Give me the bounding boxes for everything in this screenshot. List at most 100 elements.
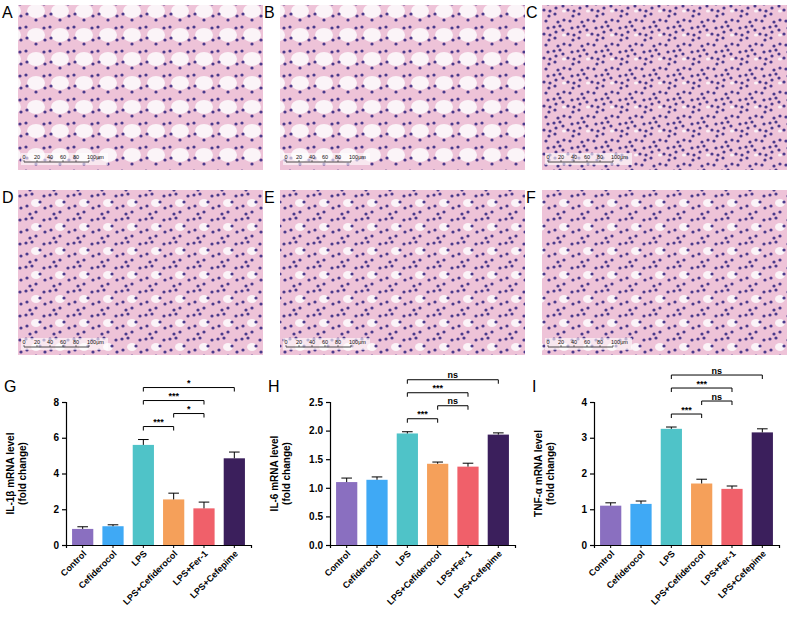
- y-tick-label: 2.5: [309, 397, 323, 408]
- scale-bar-label: 80: [73, 154, 79, 160]
- error-bar: [108, 525, 119, 526]
- x-axis-line: [67, 546, 252, 549]
- x-tick-mark: [113, 545, 114, 548]
- x-tick: LPS: [394, 545, 413, 568]
- scale-bar-ground: [283, 153, 370, 165]
- significance-label: ***: [168, 391, 179, 401]
- x-axis-line: [331, 546, 516, 549]
- y-tick-mark: [326, 488, 330, 489]
- x-tick: LPS+Cefiderocol: [385, 545, 443, 607]
- y-tick: 1: [581, 504, 594, 515]
- scale-bar-label: 40: [309, 339, 315, 345]
- significance-label: *: [187, 378, 191, 388]
- y-tick-label: 6: [53, 432, 59, 443]
- error-bar: [432, 462, 443, 464]
- y-tick-mark: [590, 473, 594, 474]
- scale-bar-label: 40: [47, 154, 53, 160]
- error-bar: [402, 432, 413, 434]
- significance-label: *: [187, 404, 191, 414]
- x-tick-mark: [234, 545, 235, 548]
- scale-bar-tick: [63, 345, 64, 347]
- scale-bar-tick: [574, 345, 575, 347]
- x-axis: ControlCefiderocolLPSLPS+CefiderocolLPS+…: [587, 545, 780, 607]
- y-tick-mark: [590, 438, 594, 439]
- y-tick-mark: [62, 402, 66, 403]
- y-tick: 0: [581, 540, 594, 551]
- bar: [488, 435, 509, 545]
- panel-letter: H: [268, 378, 280, 395]
- y-tick-label: 0: [581, 540, 587, 551]
- significance-label: ***: [681, 405, 692, 415]
- scale-bar-tick: [312, 160, 313, 162]
- y-tick-label: 2.0: [309, 425, 323, 436]
- scale-bar-tick: [587, 160, 588, 162]
- scale-bar-tick: [299, 345, 300, 347]
- image-panel: E020406080100μm: [264, 189, 525, 355]
- bar: [163, 499, 184, 545]
- chart: H0.00.51.01.52.02.5ControlCefiderocolLPS…: [268, 370, 516, 607]
- y-tick: 1.0: [309, 483, 330, 494]
- y-tick-label: 4: [53, 468, 59, 479]
- panel-letter: A: [2, 4, 13, 21]
- significance-bracket: [143, 401, 204, 405]
- error-bar: [757, 429, 768, 433]
- y-axis-title-line: (fold change): [17, 442, 28, 505]
- x-tick-mark: [437, 545, 438, 548]
- scale-bar-tick: [574, 160, 575, 162]
- y-axis: 0.00.51.01.52.02.5: [309, 397, 330, 551]
- bar: [336, 482, 357, 545]
- scale-bar-tick: [50, 345, 51, 347]
- x-tick-label: LPS: [130, 549, 149, 568]
- bar: [457, 467, 478, 545]
- x-tick-label: Control: [587, 549, 617, 579]
- x-tick-mark: [143, 545, 144, 548]
- scale-bar-tick: [63, 160, 64, 162]
- plot-marks: [72, 440, 245, 545]
- y-tick-label: 0.0: [309, 540, 323, 551]
- scale-bar-tick: [338, 160, 339, 162]
- x-tick: LPS: [658, 545, 677, 568]
- image-panel: F020406080100μm: [526, 189, 787, 355]
- x-tick-mark: [641, 545, 642, 548]
- y-tick-mark: [62, 509, 66, 510]
- scale-bar: [24, 162, 89, 163]
- scale-bar-tick: [76, 160, 77, 162]
- scale-bar-tick: [351, 160, 352, 162]
- x-tick-mark: [377, 545, 378, 548]
- error-bar: [493, 433, 504, 435]
- significance-label: ns: [712, 366, 723, 376]
- x-tick-label: LPS+Cefepime: [452, 549, 504, 601]
- scale-bar-tick: [561, 160, 562, 162]
- error-bar: [168, 493, 179, 499]
- scale-bar-label: 0: [22, 154, 25, 160]
- y-tick-label: 1.0: [309, 483, 323, 494]
- plot-marks: [336, 432, 509, 545]
- x-tick: Cefiderocol: [341, 545, 383, 591]
- x-tick: LPS+Cefepime: [716, 545, 768, 600]
- x-tick-mark: [407, 545, 408, 548]
- scale-bar-tick: [600, 345, 601, 347]
- significance-bracket: [438, 406, 468, 410]
- histology-image: [542, 190, 787, 355]
- x-tick-label: Cefiderocol: [77, 549, 119, 591]
- x-tick-mark: [467, 545, 468, 548]
- x-tick-mark: [173, 545, 174, 548]
- y-tick: 0.5: [309, 511, 330, 522]
- scale-bar-label: 40: [571, 154, 577, 160]
- x-tick-label: Cefiderocol: [341, 549, 383, 591]
- scale-bar-label: 80: [597, 339, 603, 345]
- scale-bar-tick: [312, 345, 313, 347]
- scale-bar-ground: [283, 338, 370, 350]
- scale-bar-tick: [325, 345, 326, 347]
- y-tick: 2.5: [309, 397, 330, 408]
- figure: A020406080100μmB020406080100μmC020406080…: [0, 0, 793, 626]
- x-tick: LPS+Cefiderocol: [649, 545, 707, 607]
- scale-bar-ground: [21, 338, 108, 350]
- scale-bar-label: 20: [558, 154, 564, 160]
- chart: G02468ControlCefiderocolLPSLPS+Cefideroc…: [4, 378, 252, 607]
- scale-bar-label: 60: [60, 154, 66, 160]
- y-axis-title-line: IL-6 mRNA level: [269, 435, 280, 511]
- scale-bar-tick: [548, 345, 549, 347]
- y-tick-mark: [590, 509, 594, 510]
- x-tick-label: Control: [323, 549, 353, 579]
